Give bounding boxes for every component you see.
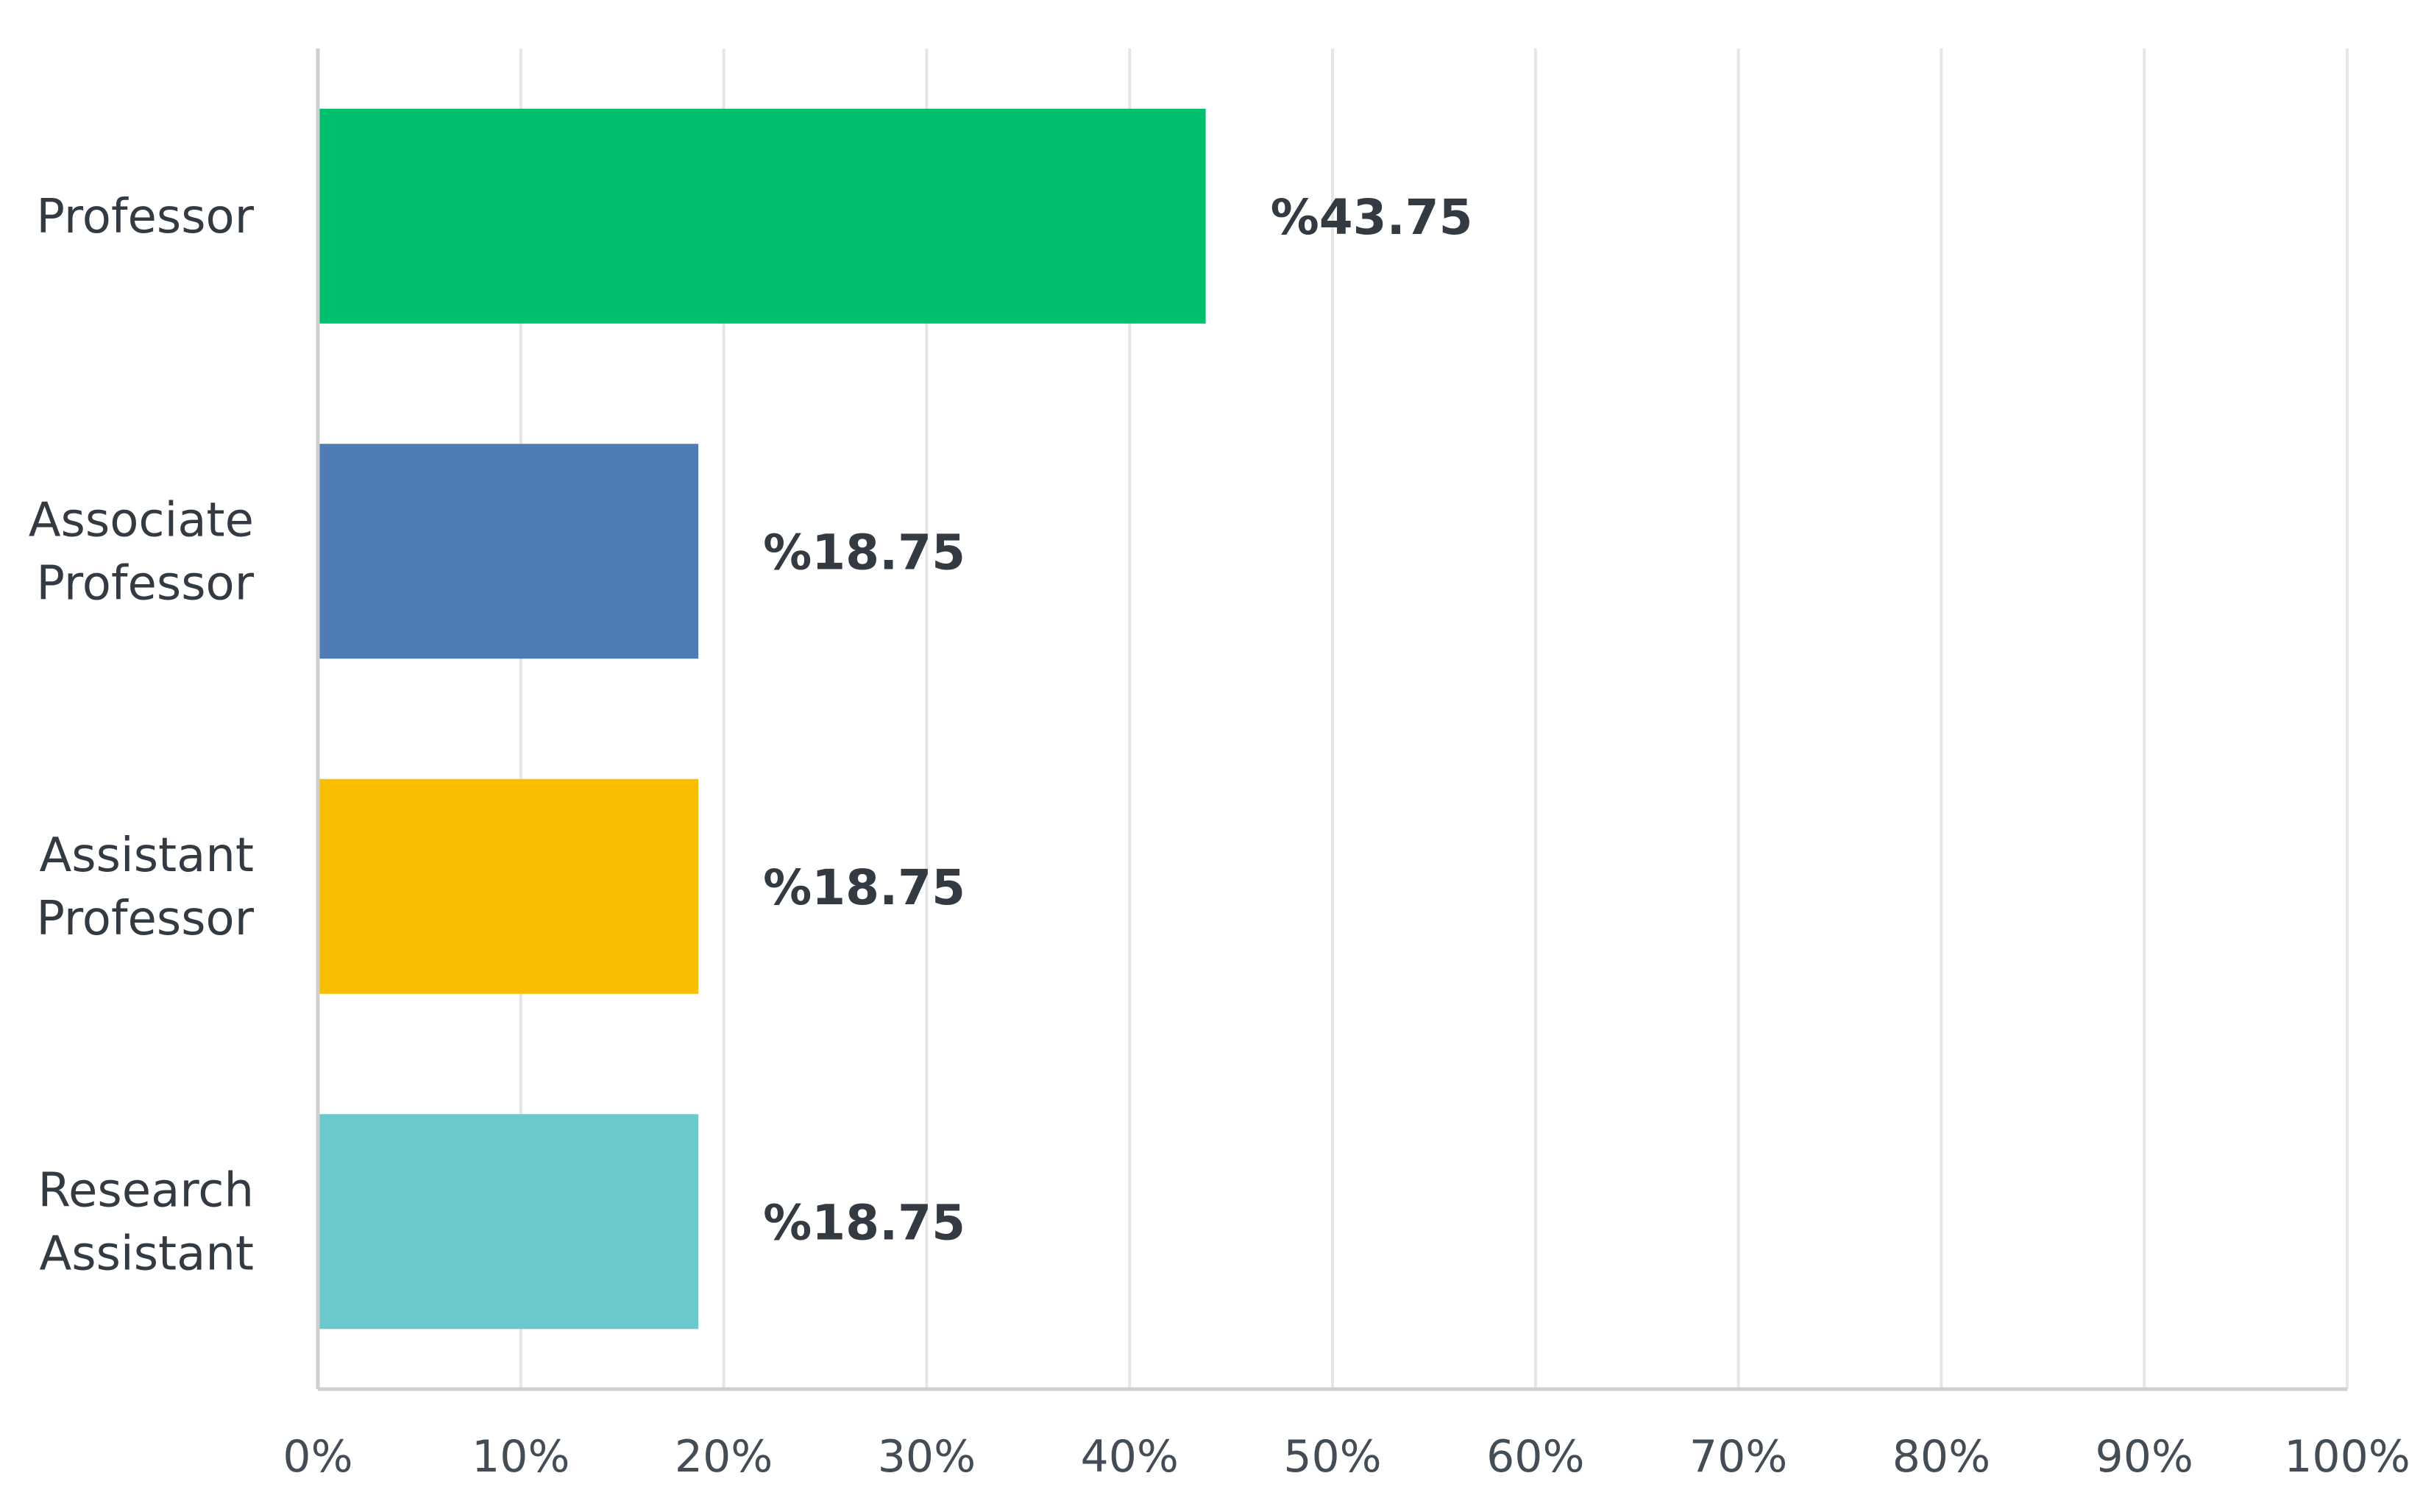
- y-category-label: Assistant Professor: [36, 828, 254, 946]
- x-tick-label: 10%: [472, 1431, 570, 1483]
- y-category-label-line: Professor: [36, 190, 254, 244]
- x-tick-label: 30%: [878, 1431, 976, 1483]
- data-label: %18.75: [763, 524, 965, 581]
- x-tick-label: 20%: [675, 1431, 773, 1483]
- y-category-label-line: Research: [38, 1163, 254, 1218]
- y-category-label-line: Associate: [29, 493, 254, 547]
- data-label: %43.75: [1271, 189, 1473, 246]
- x-tick-label: 80%: [1892, 1431, 1990, 1483]
- data-label: %18.75: [763, 859, 965, 916]
- x-tick-label: 100%: [2284, 1431, 2409, 1483]
- y-category-label-line: Assistant: [39, 1227, 254, 1281]
- bar-layer: [319, 108, 1206, 1330]
- y-category-label-line: Professor: [36, 892, 254, 946]
- bar: [319, 444, 699, 659]
- y-category-label: Associate Professor: [29, 493, 255, 611]
- x-tick-label: 90%: [2096, 1431, 2193, 1483]
- y-category-label: Research Assistant: [38, 1163, 254, 1281]
- x-tick-label: 50%: [1283, 1431, 1381, 1483]
- data-label: %18.75: [763, 1194, 965, 1251]
- y-category-label-line: Assistant: [39, 828, 254, 883]
- bar: [319, 778, 699, 994]
- x-tick-label: 70%: [1689, 1431, 1787, 1483]
- y-category-label-line: Professor: [36, 556, 254, 611]
- label-layer: Professor %43.75 Associate Professor %18.75 A…: [29, 189, 1473, 1282]
- y-category-label: Professor: [36, 190, 254, 244]
- bar: [319, 108, 1206, 324]
- x-tick-label: 0%: [283, 1431, 352, 1483]
- bar: [319, 1114, 699, 1330]
- x-tick-label: 60%: [1486, 1431, 1584, 1483]
- axis-layer: 0% 10% 20% 30% 40% 50% 60% 70% 80% 90% 100%: [283, 49, 2409, 1483]
- x-tick-label: 40%: [1081, 1431, 1179, 1483]
